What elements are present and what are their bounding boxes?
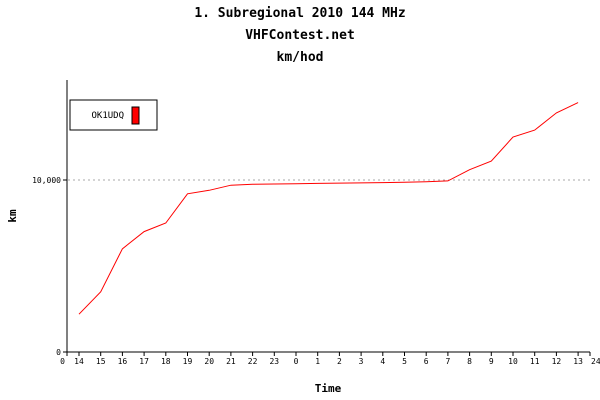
legend-label: OK1UDQ: [91, 111, 124, 121]
x-tick-label: 4: [380, 357, 385, 366]
x-tick-label: 5: [402, 357, 407, 366]
x-tick-label: 24: [591, 357, 600, 366]
x-tick-label: 2: [337, 357, 342, 366]
x-tick-label: 17: [139, 357, 149, 366]
x-axis-title: Time: [315, 382, 342, 395]
legend: OK1UDQ: [69, 99, 158, 131]
x-tick-label: 22: [248, 357, 258, 366]
chart-subtitle: VHFContest.net: [245, 28, 355, 43]
x-tick-label: 21: [226, 357, 236, 366]
x-tick-label: 13: [573, 357, 583, 366]
x-tick-label: 20: [204, 357, 214, 366]
x-tick-label: 3: [359, 357, 364, 366]
x-tick-label: 1: [315, 357, 320, 366]
x-tick-label: 12: [552, 357, 562, 366]
series-line-ok1udq: [78, 102, 579, 315]
y-axis-title: km: [6, 209, 19, 223]
x-tick-label: 7: [445, 357, 450, 366]
x-tick-label: 14: [74, 357, 84, 366]
x-tick-label: 23: [269, 357, 279, 366]
series-layer: [78, 102, 579, 315]
x-tick-label: 9: [489, 357, 494, 366]
x-tick-label: 6: [424, 357, 429, 366]
y-tick-label: 0: [56, 348, 61, 357]
x-tick-label: 8: [467, 357, 472, 366]
x-tick-label: 10: [508, 357, 518, 366]
x-tick-label: 18: [161, 357, 171, 366]
y-axis-ticks: 0 10,000: [32, 176, 67, 357]
chart-unit-subtitle: km/hod: [276, 50, 324, 65]
y-tick-label: 10,000: [32, 176, 61, 185]
x-tick-label: 19: [183, 357, 193, 366]
x-tick-label: 0: [294, 357, 299, 366]
legend-box: [69, 99, 158, 131]
x-tick-label: 16: [118, 357, 128, 366]
x-tick-label: 15: [96, 357, 106, 366]
x-tick-label: 0: [60, 357, 65, 366]
x-axis-ticks: 0 14 15 16 17 18 19 20 21 22 23 0 1 2 3 4 5 6 7 8 9 10 11 12 13 2…: [60, 352, 600, 366]
legend-swatch: [131, 106, 140, 125]
x-tick-label: 11: [530, 357, 540, 366]
chart-title: 1. Subregional 2010 144 MHz: [194, 6, 406, 21]
